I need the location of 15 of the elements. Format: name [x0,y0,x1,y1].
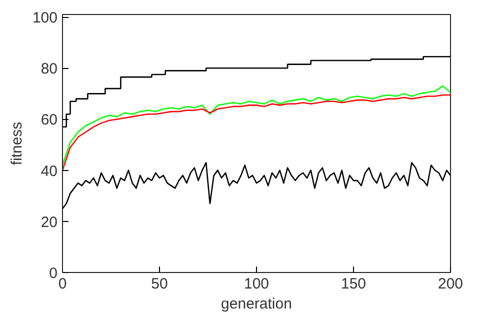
y-axis-title: fitness [8,122,26,166]
y-tick-label: 20 [40,214,58,231]
y-tick-label: 100 [32,10,58,27]
x-axis-title: generation [221,296,292,312]
line-series [62,85,450,166]
y-tick-label: 40 [40,162,58,180]
x-tick-label: 100 [244,276,270,292]
y-tick-label: 80 [40,60,58,78]
y-tick-label: 0 [49,265,58,282]
line-series [62,94,450,171]
x-tick-label: 50 [151,276,168,292]
line-series [62,162,450,210]
x-tick-label: 200 [438,276,464,292]
x-tick-label: 150 [340,276,366,292]
y-tick-label: 60 [40,112,58,129]
